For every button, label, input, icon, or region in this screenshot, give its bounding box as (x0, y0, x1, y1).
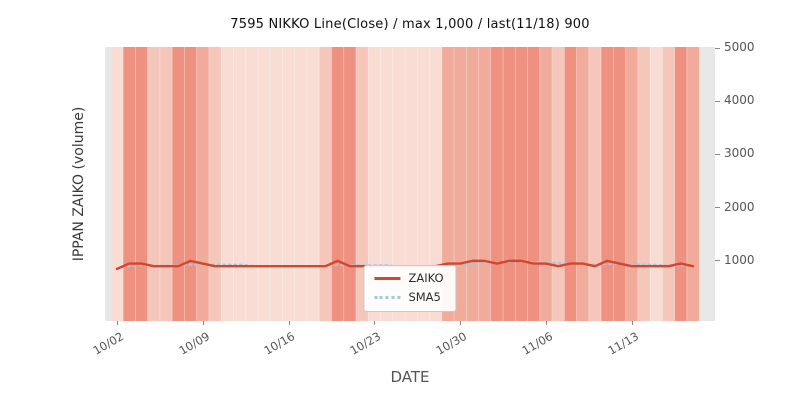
x-tick-mark (374, 321, 376, 325)
x-tick-label: 10/02 (90, 329, 126, 358)
x-tick-label: 10/09 (176, 329, 212, 358)
x-tick-label: 11/13 (605, 329, 641, 358)
y-tick-mark (715, 100, 720, 102)
day-band (380, 47, 393, 321)
plot-canvas (110, 47, 700, 321)
day-band (503, 47, 516, 321)
day-band (539, 47, 553, 321)
day-band (601, 47, 614, 321)
day-band (564, 47, 577, 321)
zaiko-line-sample (374, 277, 401, 281)
day-band (466, 47, 479, 321)
day-band (625, 47, 638, 321)
x-tick-mark (288, 321, 290, 325)
y-tick-mark (715, 207, 720, 209)
plot-area: ZAIKO SMA5 (105, 47, 715, 321)
x-tick-mark (117, 321, 118, 325)
day-band (454, 47, 467, 321)
day-band (159, 47, 173, 321)
day-band (110, 47, 124, 321)
day-band (490, 47, 504, 321)
x-tick-mark (631, 321, 633, 325)
day-band (331, 47, 344, 321)
y-tick-mark (715, 260, 720, 262)
day-band (184, 47, 197, 321)
day-band (441, 47, 455, 321)
x-tick-label: 10/23 (347, 329, 384, 358)
legend: ZAIKO SMA5 (363, 265, 457, 312)
day-band (637, 47, 651, 321)
chart-title: 7595 NIKKO Line(Close) / max 1,000 / las… (230, 17, 590, 32)
day-band (221, 47, 234, 321)
day-band (527, 47, 540, 321)
day-band (245, 47, 258, 321)
day-band (662, 47, 675, 321)
day-band (576, 47, 589, 321)
x-tick-label: 10/30 (433, 329, 470, 358)
day-band (674, 47, 687, 321)
x-axis-label: DATE (390, 368, 430, 386)
x-tick-label: 11/06 (519, 329, 555, 358)
legend-label-zaiko: ZAIKO (408, 271, 444, 285)
y-tick-label: 2000 (724, 199, 755, 214)
day-band (208, 47, 222, 321)
day-band (257, 47, 271, 321)
day-band (282, 47, 295, 321)
day-band (355, 47, 369, 321)
sma5-line-sample (374, 295, 401, 299)
x-tick-mark (202, 321, 204, 325)
y-tick-label: 3000 (724, 146, 755, 161)
legend-item-sma5: SMA5 (374, 289, 443, 304)
day-band (135, 47, 148, 321)
day-band (515, 47, 528, 321)
y-tick-mark (715, 153, 720, 155)
day-band (368, 47, 381, 321)
day-band (343, 47, 356, 321)
day-band (552, 47, 565, 321)
x-tick-mark (545, 321, 547, 325)
x-tick-label: 10/16 (261, 329, 298, 358)
day-band (588, 47, 602, 321)
day-band (270, 47, 283, 321)
day-band (650, 47, 663, 321)
day-band (319, 47, 332, 321)
day-band (196, 47, 209, 321)
legend-item-zaiko: ZAIKO (374, 271, 444, 285)
day-band (686, 47, 700, 321)
day-band (392, 47, 405, 321)
day-band (294, 47, 307, 321)
y-tick-label: 1000 (724, 252, 755, 267)
legend-label-sma5: SMA5 (408, 289, 441, 304)
day-band (123, 47, 136, 321)
y-tick-label: 4000 (724, 93, 755, 108)
day-band (306, 47, 320, 321)
day-band (613, 47, 626, 321)
day-band (478, 47, 491, 321)
y-tick-label: 5000 (724, 40, 755, 55)
day-band (405, 47, 418, 321)
day-band (172, 47, 185, 321)
day-band (429, 47, 442, 321)
day-band (233, 47, 246, 321)
y-axis-label: IPPAN ZAIKO (volume) (71, 106, 87, 262)
day-band (417, 47, 430, 321)
x-tick-mark (460, 321, 462, 325)
y-tick-mark (715, 47, 720, 49)
day-band (147, 47, 160, 321)
